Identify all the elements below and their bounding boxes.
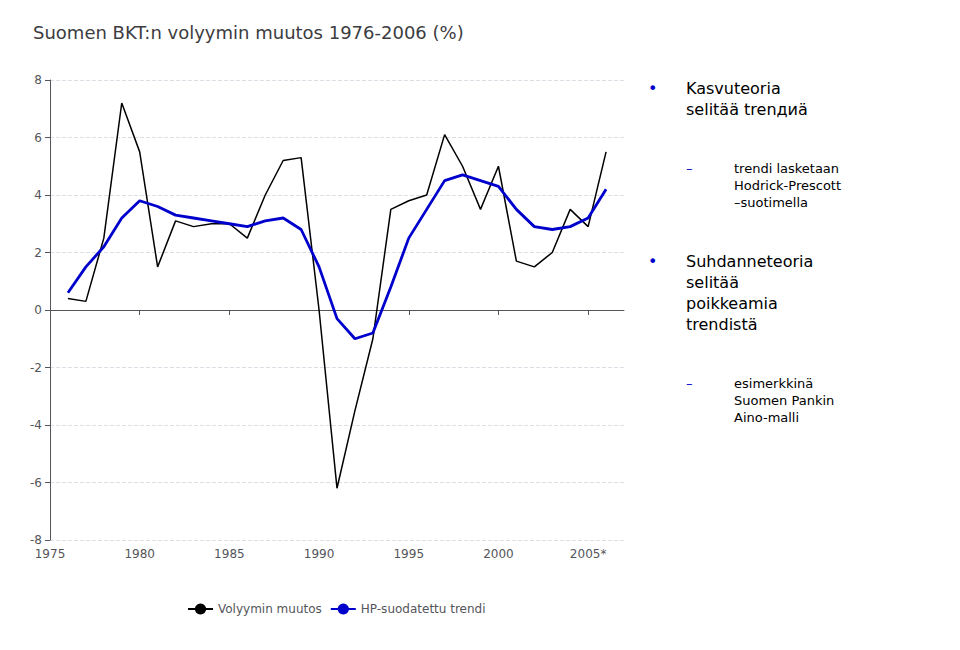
svg-text:HP-suodatettu trendi: HP-suodatettu trendi — [361, 602, 486, 616]
svg-text:1985: 1985 — [214, 547, 245, 561]
svg-text:selitää: selitää — [686, 273, 739, 292]
svg-text:–: – — [686, 376, 693, 391]
svg-text:8: 8 — [34, 73, 42, 87]
svg-text:Suhdanneteoria: Suhdanneteoria — [686, 252, 813, 271]
svg-text:Aino-malli: Aino-malli — [734, 410, 799, 425]
svg-text:•: • — [648, 79, 657, 98]
svg-text:-2: -2 — [30, 361, 42, 375]
svg-text:6: 6 — [34, 131, 42, 145]
svg-text:–: – — [686, 161, 693, 176]
svg-text:Hodrick-Prescott: Hodrick-Prescott — [734, 178, 841, 193]
svg-text:1995: 1995 — [393, 547, 424, 561]
svg-text:-6: -6 — [30, 476, 42, 490]
svg-text:selitää trenдиä: selitää trenдиä — [686, 100, 808, 119]
svg-text:•: • — [648, 252, 657, 271]
svg-text:Suomen Pankin: Suomen Pankin — [734, 393, 834, 408]
svg-text:1975: 1975 — [35, 547, 66, 561]
svg-text:trendistä: trendistä — [686, 315, 758, 334]
svg-text:1990: 1990 — [304, 547, 335, 561]
svg-text:esimerkkinä: esimerkkinä — [734, 376, 813, 391]
svg-text:2000: 2000 — [483, 547, 514, 561]
svg-text:-8: -8 — [30, 533, 42, 547]
svg-text:Volyymin muutos: Volyymin muutos — [218, 602, 322, 616]
svg-text:poikkeamia: poikkeamia — [686, 294, 778, 313]
svg-text:1980: 1980 — [124, 547, 155, 561]
svg-text:4: 4 — [34, 188, 42, 202]
svg-text:-4: -4 — [30, 418, 42, 432]
svg-text:–suotimella: –suotimella — [734, 195, 808, 210]
svg-text:2005*: 2005* — [570, 547, 607, 561]
svg-text:Suomen BKT:n volyymin muutos 1: Suomen BKT:n volyymin muutos 1976-2006 (… — [33, 22, 464, 43]
svg-text:Kasvuteoria: Kasvuteoria — [686, 79, 781, 98]
svg-text:trendi lasketaan: trendi lasketaan — [734, 161, 839, 176]
svg-text:2: 2 — [34, 246, 42, 260]
svg-text:0: 0 — [34, 303, 42, 317]
